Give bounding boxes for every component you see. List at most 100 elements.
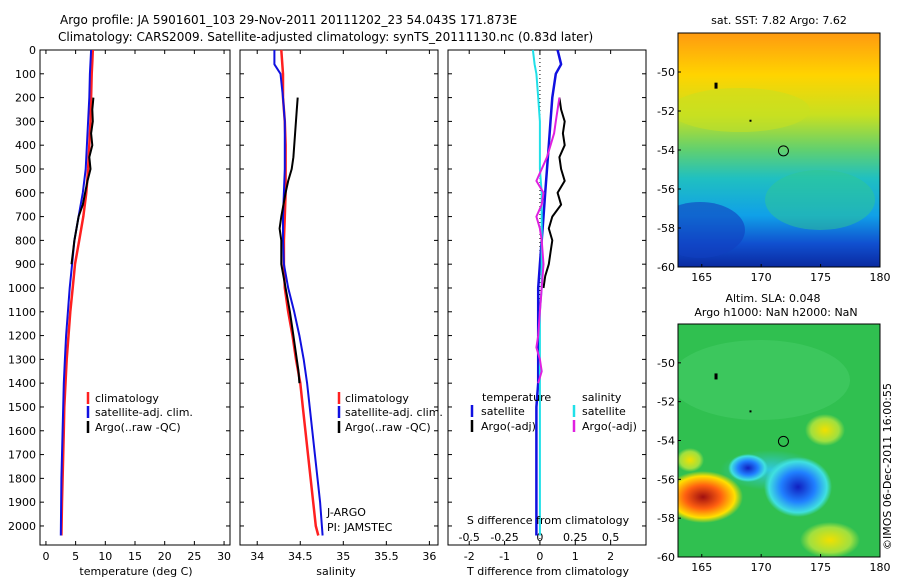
- legend-label-t-satellite: satellite: [481, 405, 525, 418]
- legend-label-climatology: climatology: [95, 392, 159, 405]
- x-tick-label: 35: [336, 550, 350, 563]
- figure-title-line1: Argo profile: JA 5901601_103 29-Nov-2011…: [60, 13, 517, 27]
- s-difference-label: S difference from climatology: [467, 514, 630, 527]
- x-tick-label: 34: [250, 550, 264, 563]
- y-tick-label: 2000: [8, 520, 36, 533]
- map-y-tick-label: -60: [657, 551, 675, 564]
- y-tick-label: 1200: [8, 330, 36, 343]
- map-x-tick-label: 165: [691, 271, 712, 284]
- salinity-plot-frame: [239, 49, 439, 546]
- map-y-tick-label: -56: [657, 473, 675, 486]
- sst-green-patch: [765, 170, 875, 230]
- map-x-tick-label: 170: [751, 271, 772, 284]
- map-x-tick-label: 180: [870, 271, 891, 284]
- legend-label-s-satellite: satellite: [582, 405, 626, 418]
- legend-label-climatology: climatology: [345, 392, 409, 405]
- t-difference-axis-label: T difference from climatology: [466, 565, 629, 578]
- map-y-tick-label: -52: [657, 105, 675, 118]
- sst-warm-patch: [678, 88, 810, 132]
- sla-high-patch: [678, 471, 743, 523]
- sla-map-axes: 165 170 175 180 -50 -52 -54 -56 -58 -60: [657, 357, 890, 574]
- sla-yellow-patch: [805, 414, 845, 446]
- map-x-tick-label: 165: [691, 561, 712, 574]
- sst-map: [678, 33, 880, 267]
- map-x-tick-label: 175: [810, 561, 831, 574]
- temperature-series-0: [60, 49, 95, 536]
- x-tick-label: -2: [464, 550, 475, 563]
- s-tick-label: 0.25: [563, 531, 588, 544]
- x-tick-label: 34.5: [288, 550, 313, 563]
- difference-series-3: [535, 97, 561, 384]
- y-tick-label: 1700: [8, 449, 36, 462]
- temperature-axis-label: temperature (deg C): [79, 565, 192, 578]
- profile-panels: 0 5 10 15 20 25 300100200300400500600700800900…: [8, 44, 647, 563]
- x-tick-label: 2: [607, 550, 614, 563]
- y-tick-label: 100: [15, 68, 36, 81]
- s-tick-label: 0.5: [602, 531, 620, 544]
- legend-label-satellite: satellite-adj. clim.: [95, 406, 193, 419]
- y-tick-label: 1300: [8, 353, 36, 366]
- difference-panel: -2 -1 0 1 2 -0.5 -0.25 0 0.25 0.5: [447, 49, 647, 563]
- y-tick-label: 400: [15, 139, 36, 152]
- legend-label-argo: Argo(..raw -QC): [95, 421, 181, 434]
- x-tick-label: 30: [217, 550, 231, 563]
- annotation-jargo: J-ARGO: [326, 506, 366, 519]
- sst-map-title: sat. SST: 7.82 Argo: 7.62: [711, 14, 847, 27]
- difference-series-1: [542, 97, 566, 289]
- annotation-pi: PI: JAMSTEC: [327, 521, 393, 534]
- x-tick-label: 0: [536, 550, 543, 563]
- x-tick-label: 1: [572, 550, 579, 563]
- x-tick-label: 35.5: [374, 550, 399, 563]
- sst-map-axes: 165 170 175 180 -50 -52 -54 -56 -58 -60: [657, 66, 890, 284]
- copyright-stamp: ©IMOS 06-Dec-2011 16:00:55: [881, 383, 894, 550]
- map-y-tick-label: -54: [657, 144, 675, 157]
- island-mark: [749, 119, 752, 122]
- x-tick-label: 25: [187, 550, 201, 563]
- y-tick-label: 700: [15, 211, 36, 224]
- map-y-tick-label: -58: [657, 222, 675, 235]
- temperature-panel: 0 5 10 15 20 25 300100200300400500600700800900…: [8, 44, 231, 563]
- x-tick-label: 15: [128, 550, 142, 563]
- legend-label-argo: Argo(..raw -QC): [345, 421, 431, 434]
- temperature-legend: climatology satellite-adj. clim. Argo(..…: [86, 392, 193, 434]
- x-tick-label: 5: [72, 550, 79, 563]
- sst-cool-patch: [678, 202, 745, 258]
- profile-location-marker: [777, 435, 789, 447]
- map-y-tick-label: -54: [657, 435, 675, 448]
- y-tick-label: 0: [29, 44, 36, 57]
- y-tick-label: 1800: [8, 472, 36, 485]
- sla-low-patch-2: [728, 454, 768, 482]
- x-tick-label: 36: [422, 550, 436, 563]
- y-tick-label: 200: [15, 92, 36, 105]
- difference-legend: temperature salinity satellite Argo(-adj…: [470, 391, 637, 433]
- map-x-tick-label: 175: [810, 271, 831, 284]
- legend-label-satellite: satellite-adj. clim.: [345, 406, 443, 419]
- salinity-legend: climatology satellite-adj. clim. Argo(..…: [337, 392, 443, 434]
- island-mark: [714, 82, 718, 89]
- salinity-axis-label: salinity: [316, 565, 356, 578]
- map-y-tick-label: -50: [657, 66, 675, 79]
- difference-series-0: [535, 49, 563, 536]
- sla-map: [678, 324, 880, 557]
- salinity-series-2: [278, 97, 301, 384]
- x-tick-label: 20: [158, 550, 172, 563]
- figure-title-line2: Climatology: CARS2009. Satellite-adjuste…: [58, 30, 593, 44]
- salinity-series-1: [273, 50, 324, 536]
- x-tick-label: 0: [42, 550, 49, 563]
- profile-location-marker: [777, 145, 789, 157]
- map-y-tick-label: -56: [657, 183, 675, 196]
- s-tick-label: 0: [536, 531, 543, 544]
- y-tick-label: 500: [15, 163, 36, 176]
- sla-low-patch: [764, 457, 832, 517]
- s-tick-label: -0.25: [490, 531, 518, 544]
- y-tick-label: 900: [15, 258, 36, 271]
- y-tick-label: 1500: [8, 401, 36, 414]
- sla-map-title: Altim. SLA: 0.048: [725, 292, 820, 305]
- y-tick-label: 600: [15, 187, 36, 200]
- map-y-tick-label: -50: [657, 357, 675, 370]
- y-tick-label: 300: [15, 115, 36, 128]
- island-mark: [749, 410, 752, 413]
- legend-heading-temperature: temperature: [482, 391, 551, 404]
- legend-heading-salinity: salinity: [582, 391, 622, 404]
